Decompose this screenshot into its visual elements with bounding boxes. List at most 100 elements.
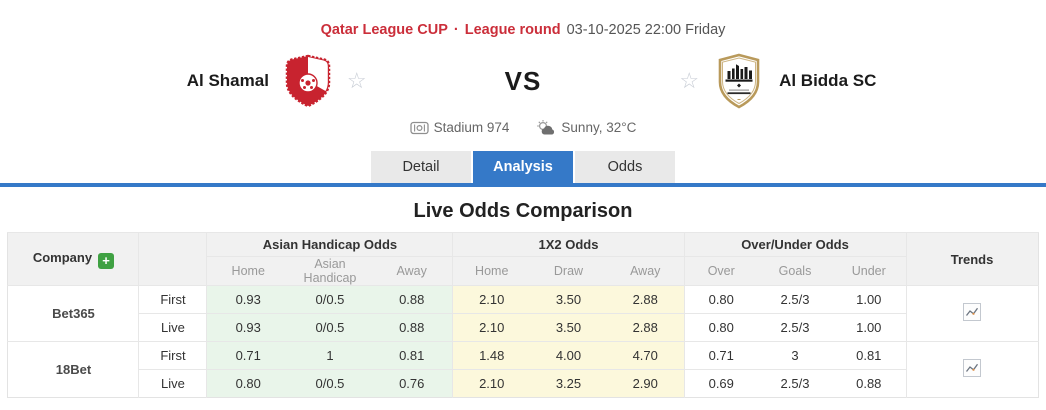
- odds-value: 3.50: [529, 313, 607, 342]
- home-team-block: Al Shamal ☆: [0, 54, 505, 108]
- odds-value: 0.88: [370, 285, 453, 314]
- row-type: Live: [138, 313, 207, 342]
- odds-value: 0/0.5: [288, 285, 371, 314]
- trends-cell: [905, 285, 1039, 342]
- stadium-item: Stadium 974: [409, 120, 510, 135]
- tab-analysis[interactable]: Analysis: [473, 151, 573, 183]
- round-label: League round: [464, 22, 561, 38]
- odds-value: 2.5/3: [758, 313, 832, 342]
- trends-header: Trends: [905, 232, 1039, 286]
- row-type: First: [138, 285, 207, 314]
- odds-value: 2.88: [606, 285, 684, 314]
- odds-value: 0/0.5: [288, 369, 371, 398]
- odds-value: 0.93: [206, 313, 289, 342]
- home-team-name[interactable]: Al Shamal: [186, 71, 269, 90]
- home-favorite-star-icon[interactable]: ☆: [346, 68, 367, 93]
- away-favorite-star-icon[interactable]: ☆: [679, 68, 700, 93]
- odds-value: 0.80: [206, 369, 289, 398]
- odds-value: 4.70: [606, 341, 684, 370]
- odds-value: 2.10: [452, 369, 530, 398]
- odds-value: 2.88: [606, 313, 684, 342]
- ah-away-subheader: Away: [370, 256, 453, 286]
- type-header-empty: [138, 232, 207, 286]
- stadium-icon: [409, 121, 429, 134]
- odds-value: 2.90: [606, 369, 684, 398]
- venue-row: Stadium 974 Sunny, 32°C: [0, 119, 1046, 136]
- ou-under-subheader: Under: [832, 256, 907, 286]
- table-row: Live 0.80 0/0.5 0.76 2.10 3.25 2.90 0.69…: [8, 369, 1038, 398]
- section-title: Live Odds Comparison: [413, 200, 633, 222]
- odds-value: 0.71: [206, 341, 289, 370]
- home-team-logo-icon[interactable]: [284, 54, 332, 108]
- odds-value: 0.80: [683, 313, 758, 342]
- odds-value: 0.81: [370, 341, 453, 370]
- odds-value: 0.76: [370, 369, 453, 398]
- company-link[interactable]: 18Bet: [55, 362, 92, 377]
- add-company-button[interactable]: +: [98, 252, 115, 269]
- ou-goals-subheader: Goals: [758, 256, 832, 286]
- away-team-block: ☆: [541, 53, 1046, 109]
- odds-value: 0.81: [832, 341, 907, 370]
- table-sub-header-row: Home Asian Handicap Away Home Draw Away …: [8, 256, 1038, 286]
- table-row: Live 0.93 0/0.5 0.88 2.10 3.50 2.88 0.80…: [8, 313, 1038, 342]
- trend-chart-icon[interactable]: [963, 303, 982, 324]
- odds-value: 0.71: [683, 341, 758, 370]
- league-name[interactable]: Qatar League CUP: [320, 22, 448, 38]
- ah-handicap-subheader: Asian Handicap: [288, 256, 371, 286]
- odds-value: 2.10: [452, 313, 530, 342]
- weather-text: Sunny, 32°C: [561, 120, 637, 135]
- tab-bar: Detail Analysis Odds: [0, 151, 1046, 183]
- table-group-header-row: Company + Asian Handicap Odds 1X2 Odds Ov…: [7, 232, 1039, 286]
- company-link[interactable]: Bet365: [52, 306, 95, 321]
- odds-value: 3.50: [529, 285, 607, 314]
- table-row: 18Bet First 0.71 1 0.81 1.48 4.00 4.70 0…: [7, 341, 1039, 398]
- odds-value: 0.88: [832, 369, 907, 398]
- odds-value: 2.10: [452, 285, 530, 314]
- weather-sun-cloud-icon: [537, 120, 555, 135]
- odds-value: 1.00: [832, 313, 907, 342]
- odds-value: 4.00: [529, 341, 607, 370]
- odds-value: 0.80: [683, 285, 758, 314]
- asian-handicap-group-header: Asian Handicap Odds: [206, 232, 453, 257]
- tab-underline: [0, 183, 1046, 187]
- away-team-name[interactable]: Al Bidda SC: [779, 71, 877, 90]
- tab-odds[interactable]: Odds: [575, 151, 675, 183]
- ah-home-subheader: Home: [206, 256, 289, 286]
- row-type: First: [138, 341, 207, 370]
- over-under-group-header: Over/Under Odds: [683, 232, 907, 257]
- stadium-name: Stadium 974: [433, 120, 510, 135]
- odds-value: 0.69: [683, 369, 758, 398]
- separator-dot: ·: [453, 22, 459, 38]
- odds-value: 3.25: [529, 369, 607, 398]
- company-name-bet365: Bet365: [7, 285, 139, 342]
- odds-value: 3: [758, 341, 832, 370]
- odds-value: 0.93: [206, 285, 289, 314]
- trend-chart-icon[interactable]: [963, 359, 982, 380]
- ou-over-subheader: Over: [683, 256, 758, 286]
- vs-label: VS: [504, 65, 542, 96]
- odds-value: 0/0.5: [288, 313, 371, 342]
- x12-away-subheader: Away: [606, 256, 684, 286]
- odds-value: 1.48: [452, 341, 530, 370]
- x12-group-header: 1X2 Odds: [452, 232, 684, 257]
- trends-cell: [905, 341, 1039, 398]
- match-header: Qatar League CUP · League round 03-10-2025 …: [0, 0, 1046, 38]
- company-name-18bet: 18Bet: [7, 341, 139, 398]
- odds-value: 2.5/3: [758, 369, 832, 398]
- x12-home-subheader: Home: [452, 256, 530, 286]
- row-type: Live: [138, 369, 207, 398]
- odds-value: 1: [288, 341, 371, 370]
- weather-item: Sunny, 32°C: [535, 119, 636, 136]
- teams-row: Al Shamal ☆ VS ☆: [0, 52, 1046, 110]
- live-odds-table: Company + Asian Handicap Odds 1X2 Odds Ov…: [7, 232, 1039, 398]
- odds-value: 1.00: [832, 285, 907, 314]
- company-header: Company +: [7, 232, 139, 286]
- match-datetime: 03-10-2025 22:00 Friday: [566, 22, 726, 38]
- odds-value: 2.5/3: [758, 285, 832, 314]
- odds-value: 0.88: [370, 313, 453, 342]
- tab-detail[interactable]: Detail: [371, 151, 471, 183]
- away-team-logo-icon[interactable]: [714, 53, 764, 109]
- table-row: Bet365 First 0.93 0/0.5 0.88 2.10 3.50 2…: [7, 285, 1039, 342]
- company-header-label: Company: [32, 249, 93, 265]
